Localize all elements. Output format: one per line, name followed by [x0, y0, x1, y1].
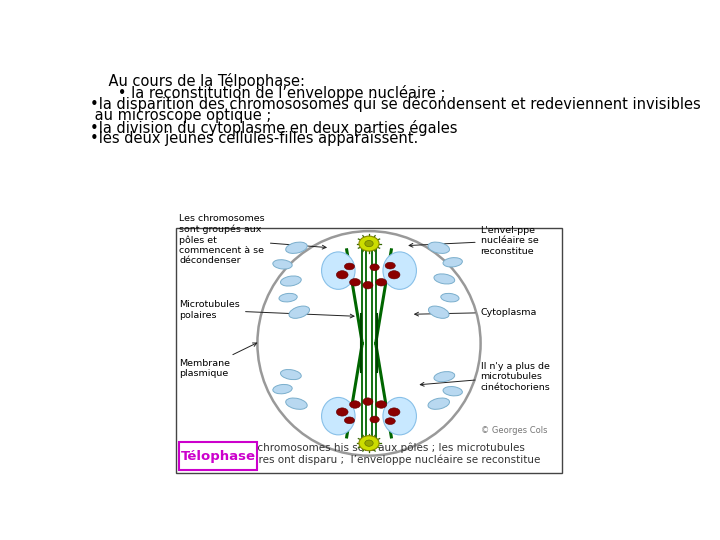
Ellipse shape: [322, 397, 355, 435]
Ellipse shape: [286, 398, 307, 409]
Ellipse shape: [385, 418, 395, 424]
Text: au microscope optique ;: au microscope optique ;: [90, 108, 271, 123]
Text: Les chromosomes
sont groupés aux
pôles et
commencent à se
décondenser: Les chromosomes sont groupés aux pôles e…: [179, 213, 326, 265]
Ellipse shape: [286, 242, 307, 253]
Text: Au cours de la Télpophase:: Au cours de la Télpophase:: [90, 73, 305, 89]
Ellipse shape: [344, 417, 354, 424]
Ellipse shape: [281, 369, 301, 380]
Ellipse shape: [428, 242, 449, 253]
Ellipse shape: [388, 271, 400, 279]
Ellipse shape: [363, 398, 373, 406]
Ellipse shape: [273, 260, 292, 269]
Ellipse shape: [363, 281, 373, 289]
Text: Membrane
plasmique: Membrane plasmique: [179, 343, 257, 378]
Text: Il n'y a plus de
microtubules
cinétochoriens: Il n'y a plus de microtubules cinétochor…: [420, 362, 550, 392]
Text: •la division du cytoplasme en deux parties égales: •la division du cytoplasme en deux parti…: [90, 120, 457, 136]
Ellipse shape: [273, 384, 292, 394]
Ellipse shape: [344, 263, 354, 270]
FancyBboxPatch shape: [179, 442, 258, 470]
Ellipse shape: [376, 401, 387, 408]
Ellipse shape: [365, 440, 373, 446]
Text: Tous les chromosomes his sont aux pôles ; les microtubules
cinétochorères ont di: Tous les chromosomes his sont aux pôles …: [197, 442, 541, 465]
Text: Microtubules
polaires: Microtubules polaires: [179, 300, 354, 320]
Ellipse shape: [383, 397, 416, 435]
Ellipse shape: [428, 306, 449, 318]
Ellipse shape: [350, 401, 361, 408]
Ellipse shape: [428, 398, 449, 409]
Ellipse shape: [336, 408, 348, 416]
Ellipse shape: [376, 279, 387, 286]
Text: © Georges Cols: © Georges Cols: [481, 426, 547, 435]
Ellipse shape: [279, 293, 297, 302]
Ellipse shape: [443, 258, 462, 267]
Ellipse shape: [359, 436, 379, 451]
Ellipse shape: [385, 262, 395, 269]
Ellipse shape: [383, 252, 416, 289]
Ellipse shape: [322, 252, 355, 289]
Ellipse shape: [434, 274, 455, 284]
Ellipse shape: [350, 279, 361, 286]
Ellipse shape: [359, 236, 379, 251]
Ellipse shape: [281, 276, 301, 286]
Text: L'envel-ppe
nucléaire se
reconstitue: L'envel-ppe nucléaire se reconstitue: [409, 226, 539, 255]
Ellipse shape: [365, 240, 373, 247]
Text: •la disparition des chromososomes qui se décondensent et redeviennent invisibles: •la disparition des chromososomes qui se…: [90, 97, 701, 112]
Ellipse shape: [258, 231, 481, 456]
Ellipse shape: [443, 387, 462, 396]
Text: • la reconstitution de l’enveloppe nucléaire ;: • la reconstitution de l’enveloppe nuclé…: [90, 85, 446, 101]
Ellipse shape: [388, 408, 400, 416]
Ellipse shape: [289, 306, 310, 318]
Ellipse shape: [441, 293, 459, 302]
Text: •les deux jeunes cellules-filles apparaissent.: •les deux jeunes cellules-filles apparai…: [90, 131, 418, 146]
Ellipse shape: [434, 372, 455, 382]
Ellipse shape: [370, 416, 379, 423]
Text: Télophase: Télophase: [181, 450, 256, 463]
Ellipse shape: [370, 264, 379, 271]
Ellipse shape: [336, 271, 348, 279]
FancyBboxPatch shape: [176, 228, 562, 473]
Text: Cytoplasma: Cytoplasma: [415, 308, 537, 316]
